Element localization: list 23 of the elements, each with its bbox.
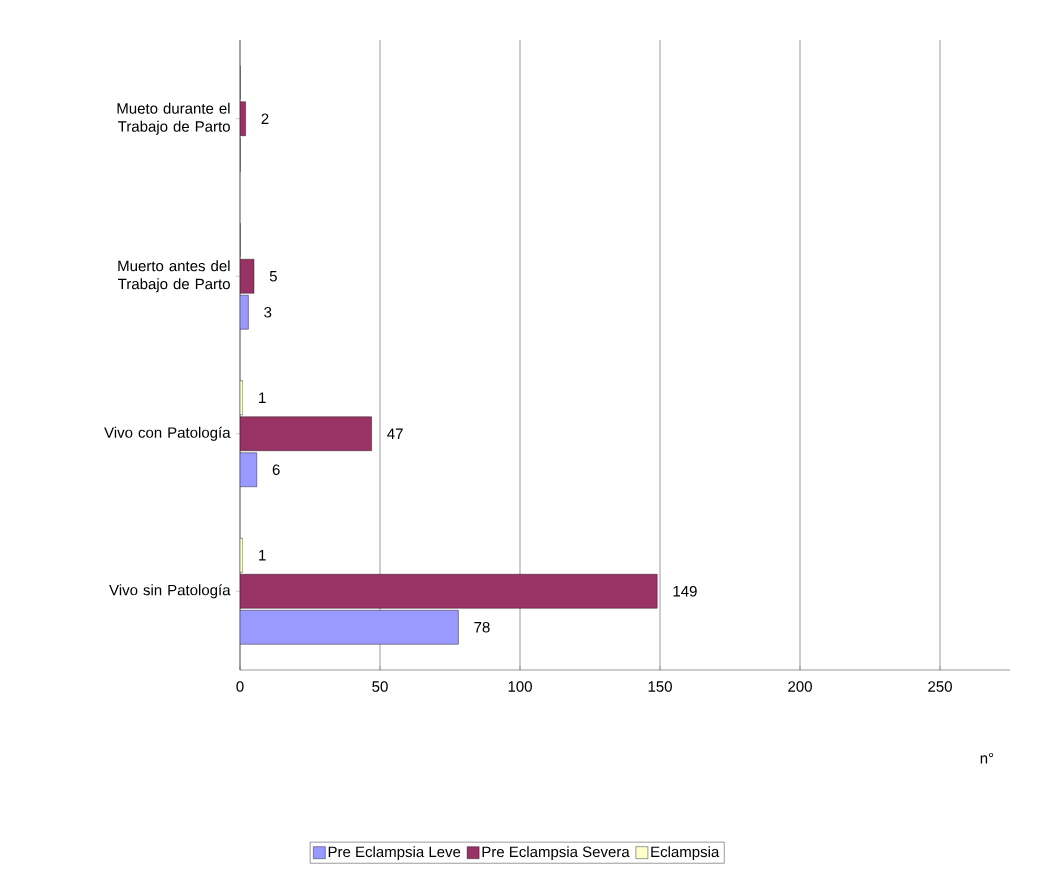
legend-label: Pre Eclampsia Severa — [482, 846, 630, 861]
x-tick-label: 50 — [372, 681, 388, 692]
x-tick-label: 100 — [508, 681, 532, 692]
data-label: 3 — [264, 306, 272, 318]
data-label: 149 — [673, 585, 697, 597]
x-tick-label: 250 — [928, 681, 952, 692]
data-label: 1 — [259, 392, 266, 403]
legend-label: Eclampsia — [651, 846, 720, 861]
x-tick-label: 150 — [648, 681, 672, 692]
data-label: 5 — [269, 271, 277, 282]
y-tick-label: Vivo sin Patología — [109, 584, 231, 599]
data-label: 2 — [261, 113, 269, 124]
legend-label: Pre Eclampsia Leve — [328, 846, 461, 861]
y-tick-label: Mueto durante el Trabajo de Parto — [117, 102, 230, 135]
data-label: 6 — [272, 464, 280, 476]
x-tick-label: 200 — [788, 681, 812, 692]
data-label: 47 — [387, 428, 403, 439]
data-label: 78 — [474, 621, 490, 633]
y-tick-label: Muerto antes del Trabajo de Parto — [118, 260, 230, 293]
data-label: 1 — [259, 550, 266, 561]
x-tick-label: 0 — [236, 681, 244, 692]
x-axis-title: n° — [980, 752, 994, 764]
y-tick-label: Vivo con Patología — [104, 426, 231, 441]
